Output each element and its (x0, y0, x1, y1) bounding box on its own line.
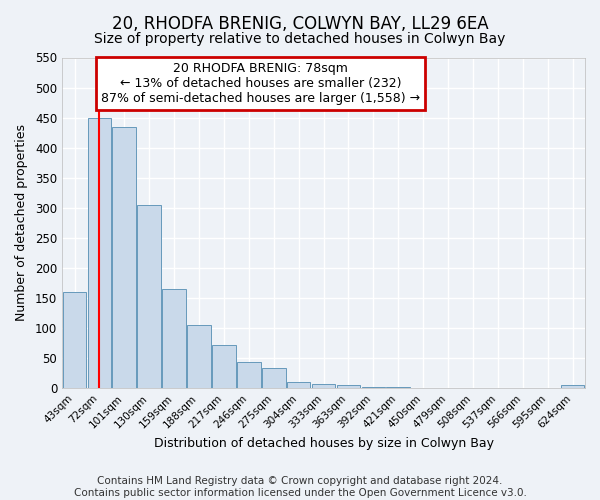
Y-axis label: Number of detached properties: Number of detached properties (15, 124, 28, 322)
Text: 20 RHODFA BRENIG: 78sqm
← 13% of detached houses are smaller (232)
87% of semi-d: 20 RHODFA BRENIG: 78sqm ← 13% of detache… (101, 62, 421, 106)
Bar (262, 368, 286, 388)
Bar (362, 386, 385, 388)
Bar (88, 118, 111, 388)
Bar (237, 362, 260, 388)
Bar (137, 205, 161, 388)
Bar (337, 386, 360, 388)
Bar (112, 126, 136, 388)
Bar (187, 325, 211, 388)
Text: Size of property relative to detached houses in Colwyn Bay: Size of property relative to detached ho… (94, 32, 506, 46)
Bar (287, 382, 310, 388)
Bar (62, 292, 86, 388)
Bar (212, 345, 236, 389)
Bar (162, 289, 186, 388)
Bar (386, 387, 410, 388)
Text: Contains HM Land Registry data © Crown copyright and database right 2024.
Contai: Contains HM Land Registry data © Crown c… (74, 476, 526, 498)
X-axis label: Distribution of detached houses by size in Colwyn Bay: Distribution of detached houses by size … (154, 437, 494, 450)
Text: 20, RHODFA BRENIG, COLWYN BAY, LL29 6EA: 20, RHODFA BRENIG, COLWYN BAY, LL29 6EA (112, 15, 488, 33)
Bar (311, 384, 335, 388)
Bar (561, 386, 584, 388)
